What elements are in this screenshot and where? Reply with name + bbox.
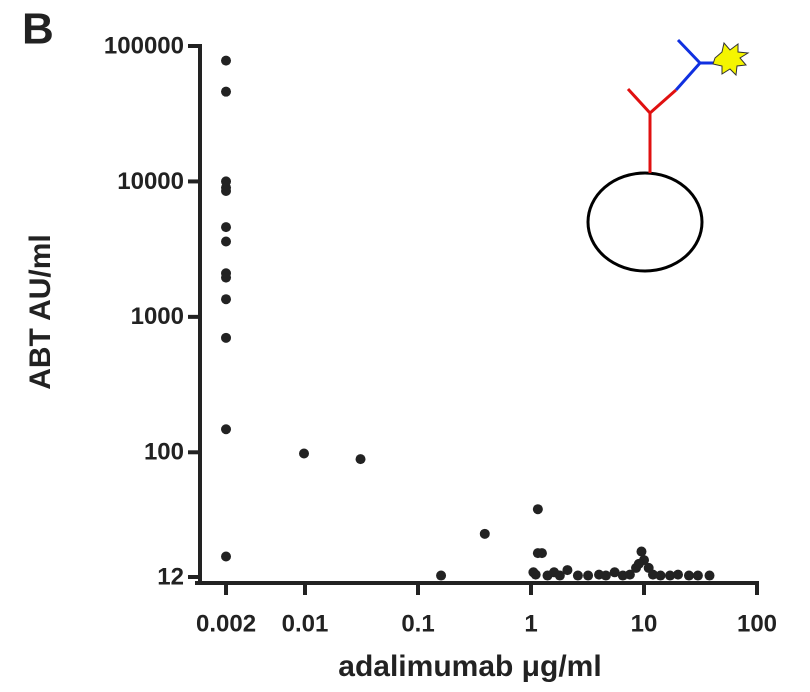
data-point bbox=[655, 570, 666, 581]
x-tick-label: 1 bbox=[524, 610, 537, 637]
data-point bbox=[583, 570, 594, 581]
x-axis-label: adalimumab μg/ml bbox=[338, 650, 601, 683]
x-tick-label: 0.01 bbox=[282, 610, 329, 637]
data-point bbox=[536, 548, 547, 559]
data-point bbox=[221, 86, 232, 97]
x-tick-label: 0.002 bbox=[196, 610, 256, 637]
y-tick-label: 10000 bbox=[117, 168, 184, 195]
data-point bbox=[221, 332, 232, 343]
data-point bbox=[704, 570, 715, 581]
data-point bbox=[436, 570, 447, 581]
data-point bbox=[221, 272, 232, 283]
data-point bbox=[221, 55, 232, 66]
y-axis-label: ABT AU/ml bbox=[24, 234, 57, 390]
data-point bbox=[600, 570, 611, 581]
panel-label: B bbox=[22, 5, 54, 54]
data-point bbox=[221, 222, 232, 233]
y-tick-label: 100 bbox=[144, 439, 184, 466]
data-point bbox=[299, 448, 310, 459]
data-point bbox=[355, 454, 366, 465]
data-point bbox=[221, 424, 232, 435]
y-tick-label: 1000 bbox=[131, 303, 184, 330]
data-point bbox=[647, 569, 658, 580]
data-point bbox=[221, 294, 232, 305]
x-tick-label: 10 bbox=[631, 610, 658, 637]
x-tick-label: 0.1 bbox=[401, 610, 434, 637]
data-point bbox=[633, 558, 644, 569]
data-point bbox=[673, 569, 684, 580]
data-point bbox=[532, 504, 543, 515]
x-tick-label: 100 bbox=[737, 610, 777, 637]
data-point bbox=[609, 567, 620, 578]
y-tick-label: 12 bbox=[157, 563, 184, 590]
data-point bbox=[479, 528, 490, 539]
data-point bbox=[530, 569, 541, 580]
y-tick-label: 100000 bbox=[104, 32, 184, 59]
data-point bbox=[221, 551, 232, 562]
data-point bbox=[665, 570, 676, 581]
data-point bbox=[562, 565, 573, 576]
antibody-icon bbox=[586, 38, 750, 273]
data-point bbox=[572, 570, 583, 581]
data-point bbox=[221, 185, 232, 196]
data-point bbox=[683, 570, 694, 581]
data-point bbox=[554, 570, 565, 581]
data-point bbox=[636, 546, 647, 557]
data-point bbox=[624, 569, 635, 580]
data-point bbox=[221, 236, 232, 247]
data-point bbox=[692, 570, 703, 581]
